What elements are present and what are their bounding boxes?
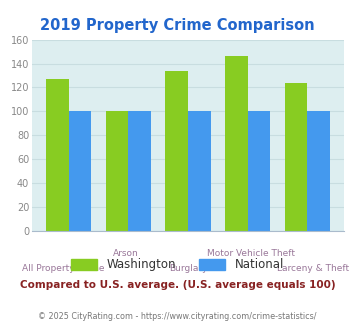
Text: Motor Vehicle Theft: Motor Vehicle Theft: [207, 249, 295, 258]
Bar: [307, 112, 330, 231]
Bar: [188, 112, 211, 231]
Text: 2019 Property Crime Comparison: 2019 Property Crime Comparison: [40, 18, 315, 33]
Text: All Property Crime: All Property Crime: [22, 264, 104, 273]
Text: © 2025 CityRating.com - https://www.cityrating.com/crime-statistics/: © 2025 CityRating.com - https://www.city…: [38, 312, 317, 321]
Text: Burglary: Burglary: [169, 264, 207, 273]
Text: Arson: Arson: [113, 249, 138, 258]
Legend: Washington, National: Washington, National: [71, 258, 284, 271]
Bar: [129, 112, 151, 231]
Text: Compared to U.S. average. (U.S. average equals 100): Compared to U.S. average. (U.S. average …: [20, 280, 335, 290]
Bar: [69, 112, 92, 231]
Bar: [106, 112, 129, 231]
Bar: [248, 112, 271, 231]
Bar: [165, 71, 188, 231]
Text: Larceny & Theft: Larceny & Theft: [277, 264, 349, 273]
Bar: [225, 56, 248, 231]
Bar: [285, 83, 307, 231]
Bar: [46, 79, 69, 231]
